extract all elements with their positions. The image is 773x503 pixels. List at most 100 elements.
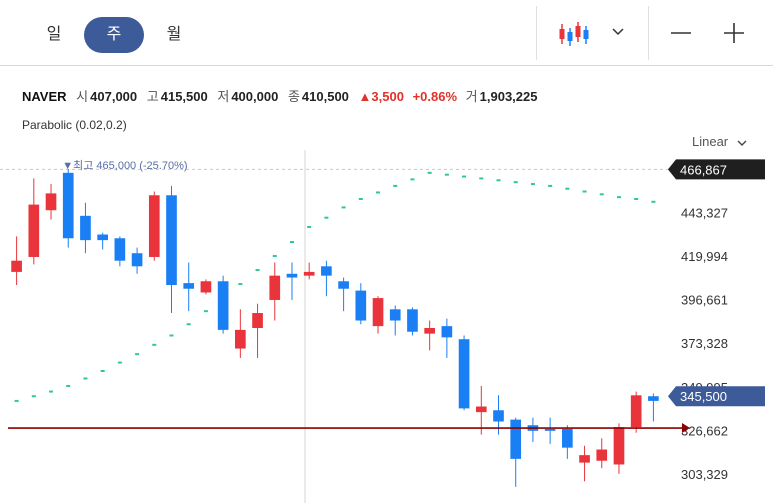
- candle-body: [114, 238, 126, 261]
- sar-point: [169, 334, 174, 337]
- candle-body: [562, 428, 573, 448]
- candle: [458, 335, 470, 411]
- candle: [45, 184, 57, 220]
- top-price-badge: 466,867: [668, 159, 765, 180]
- candle-body: [183, 283, 195, 289]
- candlestick-chart-icon[interactable]: [558, 20, 590, 48]
- sar-point: [616, 196, 621, 199]
- candle-body: [62, 172, 74, 239]
- candle: [648, 393, 659, 422]
- candle: [527, 417, 539, 443]
- candle: [28, 178, 40, 265]
- current-price-badge: 345,500: [668, 386, 765, 407]
- candle: [217, 275, 229, 334]
- period-tab[interactable]: 월: [166, 26, 182, 43]
- sar-point: [135, 353, 140, 356]
- candle-body: [579, 455, 590, 463]
- sar-point: [289, 241, 294, 243]
- candle-body: [544, 428, 556, 431]
- sar-point: [444, 173, 449, 176]
- candle-body: [355, 290, 367, 321]
- candle: [62, 169, 74, 248]
- candle: [183, 262, 195, 312]
- candle-body: [269, 275, 281, 300]
- sar-point: [427, 171, 432, 174]
- sar-point: [565, 187, 570, 190]
- scale-dropdown[interactable]: Linear: [692, 134, 748, 149]
- chevron-down-icon: [737, 140, 747, 146]
- candle-body: [613, 427, 625, 465]
- candle-body: [148, 195, 160, 257]
- sar-point: [324, 216, 329, 219]
- candle-body: [389, 309, 401, 321]
- candle: [389, 305, 401, 336]
- candle-body: [80, 215, 91, 241]
- scale-label: Linear: [692, 134, 729, 149]
- y-tick-label: 419,994: [681, 249, 728, 264]
- y-tick-label: 326,662: [681, 423, 728, 438]
- quote-summary: NAVER 시 407,000 고 415,500 저 400,000 종 410,50…: [22, 86, 543, 105]
- candle: [579, 445, 590, 482]
- sar-point: [599, 193, 604, 196]
- sar-point: [238, 283, 243, 286]
- candle: [200, 279, 212, 295]
- candle-body: [493, 410, 504, 422]
- sar-point: [634, 198, 639, 200]
- y-tick-label: 443,327: [681, 205, 728, 220]
- candle: [441, 318, 453, 358]
- sar-point: [496, 179, 501, 182]
- sar-point: [272, 255, 277, 258]
- candlestick-chart-svg[interactable]: 443,327419,994396,661373,328349,995326,6…: [0, 150, 773, 503]
- candle-body: [321, 266, 332, 276]
- sar-point: [14, 399, 19, 402]
- minus-icon[interactable]: [668, 20, 694, 46]
- sar-point: [49, 390, 54, 393]
- candle: [235, 309, 246, 358]
- sar-point: [513, 181, 518, 184]
- volume-value: 1,903,225: [479, 89, 538, 104]
- candle-body: [11, 260, 22, 272]
- candle-body: [166, 195, 177, 285]
- candle-body: [475, 406, 487, 413]
- candle-body: [441, 326, 453, 338]
- sar-point: [548, 184, 553, 187]
- indicator-label[interactable]: Parabolic (0.02,0.2): [22, 118, 127, 132]
- candle: [303, 262, 315, 280]
- sar-point: [307, 226, 312, 229]
- change-amount: 3,500: [371, 89, 404, 104]
- candle: [11, 236, 22, 285]
- sar-point: [186, 323, 191, 326]
- candle: [475, 385, 487, 435]
- price-chart[interactable]: 443,327419,994396,661373,328349,995326,6…: [0, 150, 773, 503]
- current-price-badge-label: 345,500: [680, 389, 727, 404]
- stock-name: NAVER: [22, 89, 67, 104]
- y-tick-label: 303,329: [681, 467, 728, 482]
- candle: [131, 247, 143, 274]
- current-price-badge-bg: [668, 386, 765, 407]
- sar-point: [651, 200, 656, 203]
- candle: [596, 438, 608, 469]
- sar-point: [479, 177, 484, 180]
- candle-body: [458, 339, 470, 409]
- chevron-down-icon[interactable]: [610, 24, 626, 40]
- candle: [114, 236, 126, 267]
- sar-point: [203, 310, 208, 313]
- close-value: 410,500: [301, 89, 349, 104]
- candle-body: [424, 328, 435, 334]
- period-tab[interactable]: 일: [46, 26, 62, 43]
- plus-icon[interactable]: [721, 20, 747, 46]
- candle: [372, 296, 384, 334]
- sar-point: [530, 183, 535, 186]
- candle: [80, 202, 91, 254]
- candle-body: [510, 419, 522, 459]
- candle-body: [303, 271, 315, 276]
- sar-point: [255, 269, 260, 272]
- period-tab[interactable]: 주: [84, 17, 144, 53]
- candle: [286, 262, 298, 300]
- sar-point: [100, 370, 105, 372]
- candle: [510, 417, 522, 487]
- sar-point: [31, 395, 36, 398]
- candle: [338, 277, 349, 312]
- sar-point: [376, 191, 381, 194]
- candle-body: [407, 309, 418, 332]
